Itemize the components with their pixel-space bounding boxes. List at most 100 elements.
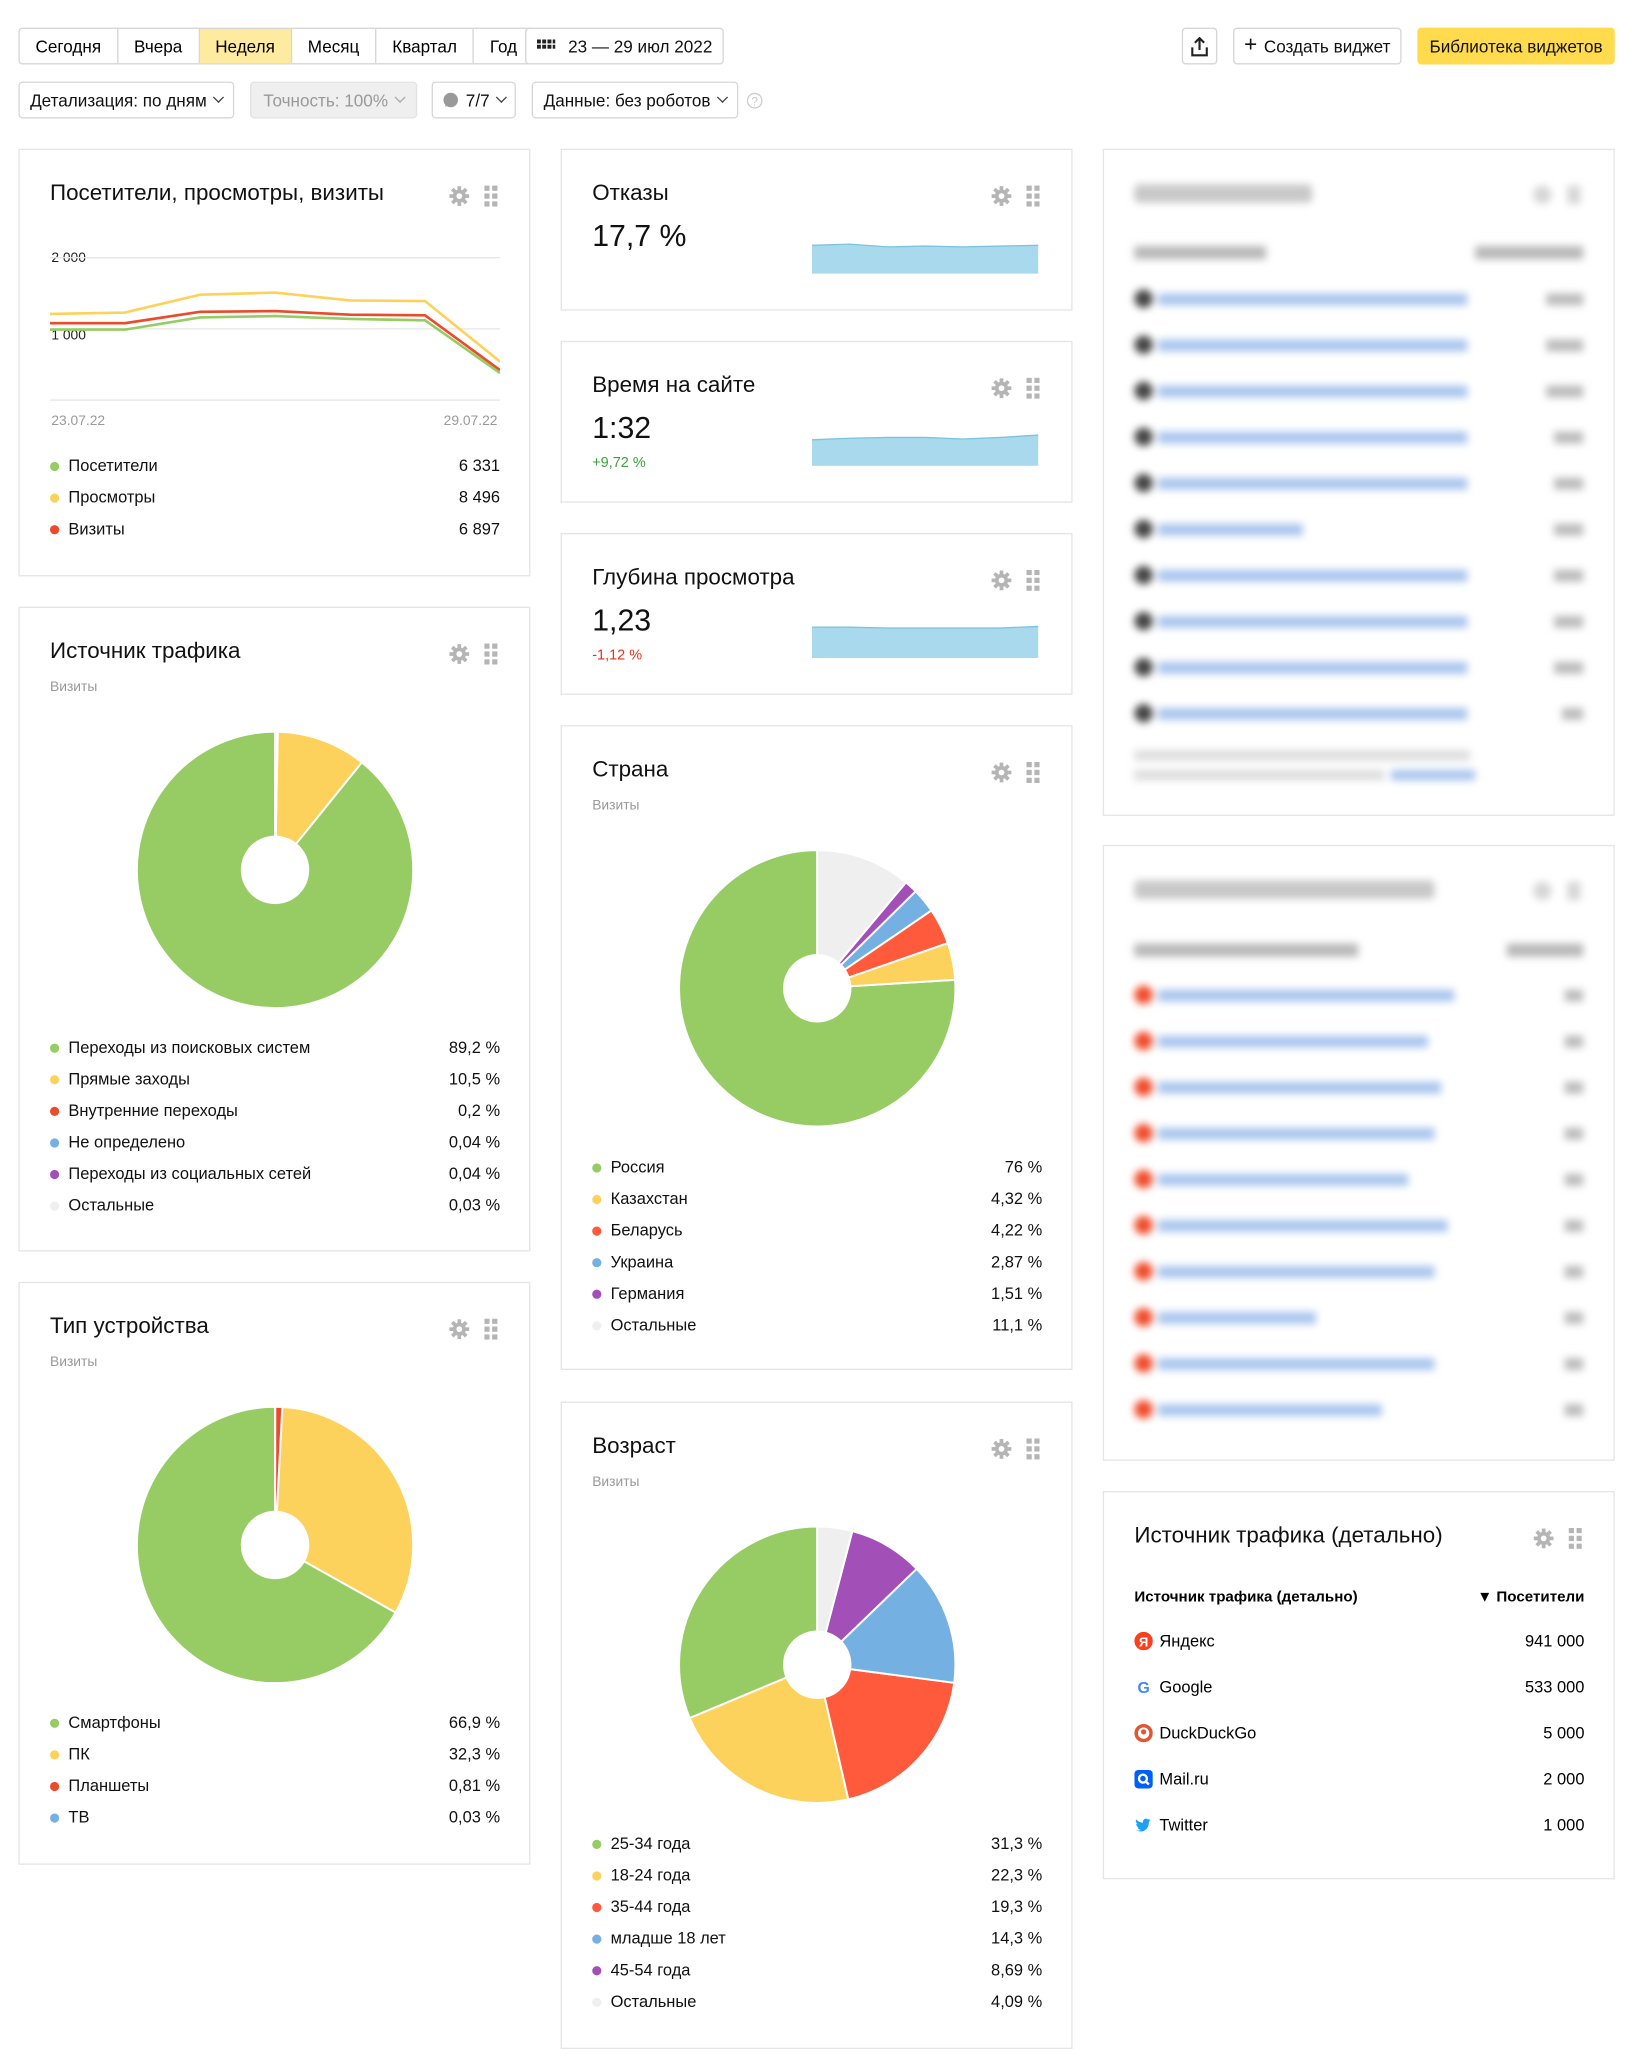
gear-icon[interactable]: [1533, 1528, 1554, 1549]
drag-handle-icon[interactable]: [1026, 185, 1040, 207]
sparkline-area: [811, 244, 1039, 274]
legend-label: Визиты: [68, 519, 125, 539]
legend-value: 31,3 %: [991, 1834, 1043, 1853]
legend-item[interactable]: 25-34 года 31,3 %: [592, 1828, 1042, 1860]
table-row[interactable]: Я Яндекс 941 000: [1134, 1617, 1584, 1663]
widget-library-label: Библиотека виджетов: [1429, 36, 1603, 56]
gear-icon[interactable]: [449, 186, 470, 207]
gear-icon[interactable]: [991, 1438, 1012, 1459]
legend-item[interactable]: младше 18 лет 14,3 %: [592, 1923, 1042, 1955]
pie-slice[interactable]: [816, 849, 908, 992]
drag-handle-icon[interactable]: [1026, 377, 1040, 399]
drag-handle-icon[interactable]: [1026, 761, 1040, 784]
legend-dot: [50, 1200, 60, 1211]
legend-item[interactable]: Украина 2,87 %: [592, 1246, 1042, 1278]
legend-dot: [592, 1257, 602, 1267]
legend-dot: [50, 1812, 60, 1823]
drag-handle-icon[interactable]: [1026, 569, 1040, 591]
period-option[interactable]: Квартал: [376, 28, 475, 64]
legend-value: 32,3 %: [448, 1745, 501, 1764]
data-filter-dropdown[interactable]: Данные: без роботов: [531, 81, 739, 119]
table-row[interactable]: Twitter 1 000: [1134, 1802, 1584, 1848]
legend-dot: [50, 1074, 60, 1084]
legend-value: 66,9 %: [448, 1713, 501, 1732]
legend-label: Остальные: [610, 1992, 697, 2011]
segments-dropdown[interactable]: 7/7: [431, 81, 516, 119]
pie-slice[interactable]: [274, 1405, 415, 1614]
series-line[interactable]: [50, 309, 501, 372]
gear-icon[interactable]: [991, 570, 1012, 591]
mailru-icon: [1134, 1769, 1153, 1788]
pie-hole: [240, 835, 310, 905]
legend-label: Прямые заходы: [68, 1069, 190, 1089]
pie-slice[interactable]: [815, 1567, 957, 1684]
period-option[interactable]: Сегодня: [20, 28, 119, 64]
legend-item[interactable]: Переходы из социальных сетей 0,04 %: [50, 1158, 500, 1190]
legend-item[interactable]: Беларусь 4,22 %: [592, 1215, 1042, 1247]
legend-item[interactable]: Посетители 6 331: [50, 450, 500, 482]
legend-item[interactable]: ТВ 0,03 %: [50, 1802, 500, 1834]
create-widget-button[interactable]: + Создать виджет: [1233, 27, 1402, 65]
period-option[interactable]: Месяц: [292, 28, 377, 64]
series-line[interactable]: [50, 314, 501, 375]
period-option[interactable]: Неделя: [199, 28, 292, 64]
gear-icon[interactable]: [991, 378, 1012, 399]
legend-item[interactable]: 35-44 года 19,3 %: [592, 1891, 1042, 1923]
gear-icon[interactable]: [991, 186, 1012, 207]
visitors-line-chart: [50, 257, 501, 401]
legend-item[interactable]: 45-54 года 8,69 %: [592, 1954, 1042, 1986]
pie-slice[interactable]: [678, 1525, 819, 1720]
legend-item[interactable]: Казахстан 4,32 %: [592, 1183, 1042, 1215]
gear-icon[interactable]: [991, 762, 1012, 783]
legend-item[interactable]: Не определено 0,04 %: [50, 1126, 500, 1158]
legend-item[interactable]: Переходы из поисковых систем 89,2 %: [50, 1032, 500, 1064]
pie-slice[interactable]: [815, 1663, 956, 1801]
drag-handle-icon[interactable]: [1568, 1527, 1582, 1549]
help-icon[interactable]: ?: [746, 92, 763, 109]
table-row[interactable]: DuckDuckGo 5 000: [1134, 1709, 1584, 1755]
legend-item[interactable]: Остальные 4,09 %: [592, 1986, 1042, 2018]
column-header-source[interactable]: Источник трафика (детально): [1134, 1589, 1358, 1606]
widget-title: Источник трафика (детально): [1134, 1522, 1443, 1548]
period-option[interactable]: Год: [489, 36, 518, 56]
legend-item[interactable]: ПК 32,3 %: [50, 1738, 500, 1770]
table-row[interactable]: Mail.ru 2 000: [1134, 1756, 1584, 1802]
legend-item[interactable]: Планшеты 0,81 %: [50, 1770, 500, 1802]
detail-dropdown[interactable]: Детализация: по дням: [18, 81, 235, 119]
pie-slice[interactable]: [678, 849, 957, 1128]
legend-item[interactable]: Визиты 6 897: [50, 513, 500, 545]
table-row[interactable]: G Google 533 000: [1134, 1663, 1584, 1709]
legend-item[interactable]: 18-24 года 22,3 %: [592, 1860, 1042, 1892]
drag-handle-icon[interactable]: [484, 1318, 498, 1340]
date-range-label: 23 — 29 июл 2022: [568, 36, 713, 56]
column-header-visitors[interactable]: ▼ Посетители: [1477, 1589, 1585, 1606]
pie-slice[interactable]: [688, 1663, 850, 1804]
legend-dot: [592, 1965, 602, 1975]
date-range-button[interactable]: 23 — 29 июл 2022: [525, 27, 724, 65]
legend-dot: [50, 1137, 60, 1147]
period-option[interactable]: Вчера: [118, 28, 200, 64]
chevron-down-icon: [213, 91, 225, 103]
series-line[interactable]: [50, 291, 501, 363]
legend-item[interactable]: Остальные 0,03 %: [50, 1190, 500, 1222]
bounce-widget: Отказы 17,7 %: [560, 148, 1073, 311]
gear-icon[interactable]: [449, 1319, 470, 1340]
pie-slice[interactable]: [274, 730, 364, 873]
table-header: Источник трафика (детально) ▼ Посетители: [1134, 1590, 1584, 1606]
drag-handle-icon[interactable]: [484, 643, 498, 665]
drag-handle-icon[interactable]: [1026, 1438, 1040, 1460]
widget-library-button[interactable]: Библиотека виджетов: [1417, 27, 1615, 65]
legend-item[interactable]: Остальные 11,1 %: [592, 1309, 1042, 1341]
export-button[interactable]: [1181, 27, 1218, 65]
legend-item[interactable]: Россия 76 %: [592, 1152, 1042, 1184]
legend-value: 10,5 %: [448, 1069, 501, 1089]
legend-item[interactable]: Прямые заходы 10,5 %: [50, 1063, 500, 1095]
gear-icon[interactable]: [449, 644, 470, 665]
legend-item[interactable]: Просмотры 8 496: [50, 482, 500, 514]
legend-item[interactable]: Германия 1,51 %: [592, 1278, 1042, 1310]
accuracy-dropdown[interactable]: Точность: 100%: [250, 81, 418, 119]
pie-slice[interactable]: [816, 1525, 854, 1665]
drag-handle-icon[interactable]: [484, 185, 498, 207]
legend-item[interactable]: Внутренние переходы 0,2 %: [50, 1095, 500, 1127]
legend-item[interactable]: Смартфоны 66,9 %: [50, 1707, 500, 1739]
